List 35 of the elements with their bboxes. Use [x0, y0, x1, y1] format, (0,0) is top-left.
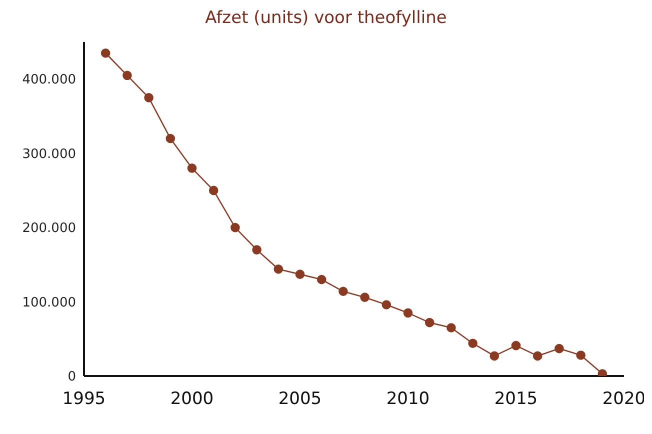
- x-tick-label: 1995: [62, 389, 106, 410]
- chart-title: Afzet (units) voor theofylline: [204, 8, 448, 28]
- point: [382, 300, 392, 310]
- x-tick-label: 2005: [278, 389, 322, 410]
- point: [468, 338, 478, 348]
- point: [252, 245, 262, 254]
- point: [230, 222, 240, 232]
- x-tick-label: 2010: [386, 389, 430, 410]
- y-tick-label: 100.000: [22, 295, 76, 310]
- point: [446, 323, 456, 332]
- point: [144, 93, 154, 102]
- x-tick-label: 2000: [170, 389, 214, 410]
- point: [576, 350, 586, 360]
- point: [598, 369, 608, 376]
- point: [403, 308, 413, 318]
- point: [338, 286, 348, 296]
- y-tick-label: 200.000: [22, 221, 76, 236]
- point: [166, 134, 176, 144]
- point: [360, 292, 370, 302]
- point: [424, 318, 434, 328]
- point: [511, 340, 521, 350]
- x-tick-label: 2015: [494, 389, 538, 410]
- point: [187, 164, 197, 173]
- point: [316, 274, 326, 284]
- point: [532, 351, 542, 361]
- point: [295, 270, 305, 279]
- point: [208, 186, 218, 196]
- point: [100, 48, 110, 58]
- y-tick-label: 400.000: [22, 72, 76, 88]
- point: [274, 264, 284, 274]
- point: [490, 351, 500, 361]
- point: [122, 70, 132, 80]
- y-tick-label: 300.000: [22, 146, 76, 162]
- y-tick-label: 0: [68, 370, 76, 385]
- point: [554, 344, 564, 354]
